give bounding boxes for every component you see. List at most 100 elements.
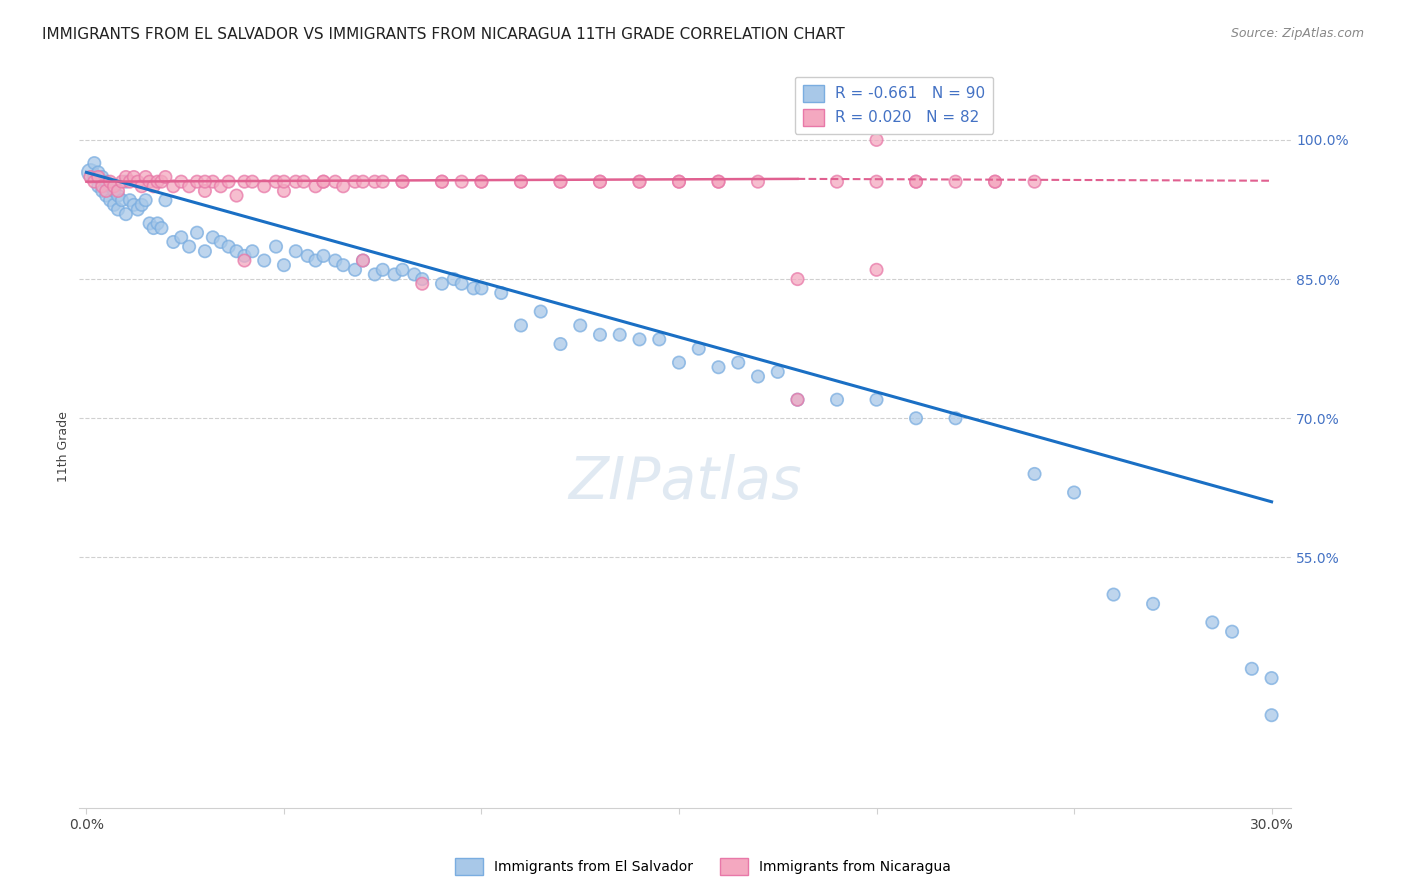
Legend: Immigrants from El Salvador, Immigrants from Nicaragua: Immigrants from El Salvador, Immigrants … <box>450 853 956 880</box>
Point <box>209 179 232 194</box>
Point <box>79 169 101 184</box>
Point <box>240 175 263 189</box>
Point <box>96 188 118 202</box>
Point <box>332 258 354 272</box>
Point <box>984 175 1007 189</box>
Point <box>352 175 374 189</box>
Point <box>371 262 394 277</box>
Point <box>1220 624 1243 639</box>
Point <box>273 258 295 272</box>
Point <box>865 175 887 189</box>
Text: ZIPatlas: ZIPatlas <box>568 454 801 511</box>
Point <box>1201 615 1223 630</box>
Point <box>297 249 319 263</box>
Point <box>984 175 1007 189</box>
Point <box>510 318 533 333</box>
Point <box>135 169 157 184</box>
Text: Source: ZipAtlas.com: Source: ZipAtlas.com <box>1230 27 1364 40</box>
Point <box>292 175 315 189</box>
Point <box>87 165 110 179</box>
Point <box>107 184 129 198</box>
Point <box>138 216 160 230</box>
Point <box>352 253 374 268</box>
Point <box>201 175 224 189</box>
Point <box>142 179 165 194</box>
Point <box>264 239 287 253</box>
Point <box>489 285 512 300</box>
Point <box>905 175 928 189</box>
Point <box>668 175 690 189</box>
Point <box>194 184 217 198</box>
Point <box>510 175 533 189</box>
Point <box>87 179 110 194</box>
Point <box>127 202 149 217</box>
Point <box>945 175 967 189</box>
Point <box>98 193 121 207</box>
Point <box>550 337 572 351</box>
Point <box>91 169 114 184</box>
Point <box>240 244 263 259</box>
Point <box>127 175 149 189</box>
Point <box>264 175 287 189</box>
Point <box>83 156 105 170</box>
Point <box>312 175 335 189</box>
Point <box>648 332 671 346</box>
Point <box>411 277 433 291</box>
Point <box>430 277 453 291</box>
Point <box>1102 588 1125 602</box>
Point <box>155 193 177 207</box>
Point <box>628 175 651 189</box>
Point <box>404 268 426 282</box>
Point <box>323 175 346 189</box>
Point <box>111 175 134 189</box>
Point <box>209 235 232 249</box>
Point <box>1063 485 1085 500</box>
Point <box>747 369 769 384</box>
Point <box>155 169 177 184</box>
Point <box>463 281 485 295</box>
Point <box>569 318 592 333</box>
Point <box>470 175 492 189</box>
Point <box>430 175 453 189</box>
Point <box>589 175 612 189</box>
Point <box>707 175 730 189</box>
Point <box>430 175 453 189</box>
Point <box>865 262 887 277</box>
Point <box>391 175 413 189</box>
Point <box>323 253 346 268</box>
Point <box>162 179 184 194</box>
Point <box>668 175 690 189</box>
Point <box>825 392 848 407</box>
Point <box>470 175 492 189</box>
Point <box>312 249 335 263</box>
Point <box>233 249 256 263</box>
Point <box>150 221 173 235</box>
Point <box>131 198 153 212</box>
Point <box>865 133 887 147</box>
Point <box>150 175 173 189</box>
Point <box>727 356 749 370</box>
Point <box>170 175 193 189</box>
Point <box>103 184 125 198</box>
Point <box>786 272 808 286</box>
Point <box>1260 671 1282 685</box>
Point <box>194 175 217 189</box>
Point <box>83 175 105 189</box>
Point <box>107 202 129 217</box>
Point <box>550 175 572 189</box>
Point <box>411 272 433 286</box>
Point <box>253 253 276 268</box>
Point <box>1024 175 1046 189</box>
Point <box>201 230 224 244</box>
Point <box>707 360 730 375</box>
Point <box>450 277 472 291</box>
Point <box>233 175 256 189</box>
Point <box>91 184 114 198</box>
Point <box>273 175 295 189</box>
Point <box>273 184 295 198</box>
Point <box>766 365 789 379</box>
Point <box>194 244 217 259</box>
Point <box>253 179 276 194</box>
Point <box>96 184 118 198</box>
Point <box>118 175 141 189</box>
